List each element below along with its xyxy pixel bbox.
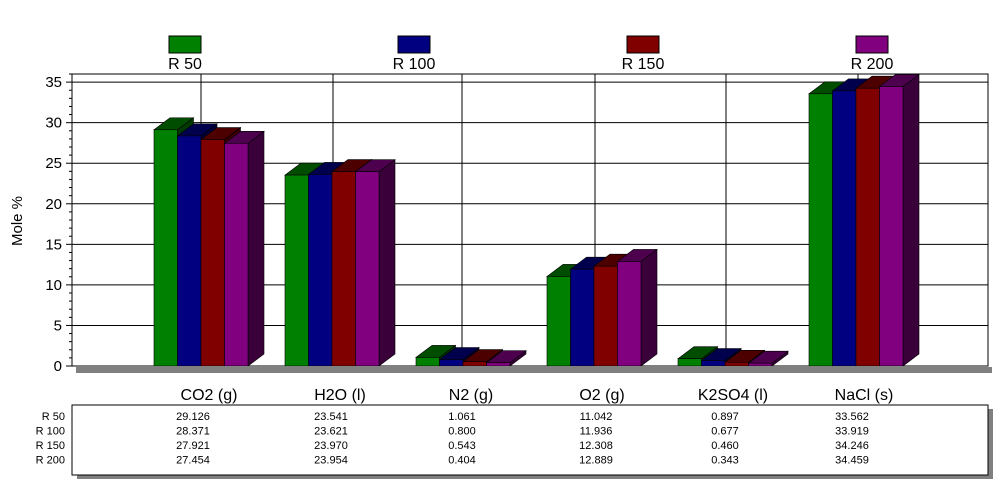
table-cell: 23.541 <box>314 411 348 423</box>
legend-item: R 150 <box>622 35 665 73</box>
table-cell: 11.042 <box>580 411 613 423</box>
x-tick-label: O2 (g) <box>579 387 624 404</box>
bar-front <box>439 359 464 367</box>
y-tick-label: 15 <box>45 236 62 253</box>
legend-swatch <box>168 35 202 54</box>
legend-label: R 50 <box>168 56 202 73</box>
y-tick-label: 5 <box>54 317 62 334</box>
x-tick-label: H2O (l) <box>314 387 366 404</box>
plot-area: 0 5 10 15 20 25 30 35 CO2 (g) H2O (l) N2 (g) O2 (g)… <box>45 73 992 404</box>
table-cell: 27.921 <box>176 440 210 452</box>
y-tick-label: 20 <box>45 196 62 213</box>
table-cell: 34.459 <box>835 455 869 467</box>
bar-front <box>308 174 333 367</box>
table-row-label: R 50 <box>42 411 65 423</box>
table-row-label: R 150 <box>36 440 65 452</box>
table-cell: 28.371 <box>176 426 210 438</box>
table-cell: 0.404 <box>448 455 476 467</box>
y-tick-label: 35 <box>45 74 62 91</box>
table-cell: 0.543 <box>448 440 476 452</box>
bar-front <box>617 261 642 367</box>
bar-front <box>677 358 702 367</box>
bar-front <box>879 86 904 367</box>
y-tick-label: 10 <box>45 277 62 294</box>
bar-front <box>331 171 356 367</box>
table-cell: 0.800 <box>448 426 476 438</box>
table-cell: 27.454 <box>176 455 210 467</box>
bar-front <box>570 268 595 367</box>
bar-front <box>832 90 857 367</box>
bar <box>354 159 396 367</box>
bar-front <box>200 139 225 367</box>
legend-swatch <box>397 35 431 54</box>
table-cell: 33.562 <box>835 411 869 423</box>
table-cell: 23.621 <box>314 426 348 438</box>
y-tick-label: 30 <box>45 115 62 132</box>
x-tick-label: CO2 (g) <box>181 387 238 404</box>
table-cell: 34.246 <box>835 440 869 452</box>
bar-front <box>284 174 309 367</box>
bar-front <box>462 361 487 367</box>
bar-side <box>378 159 396 367</box>
y-tick-label: 0 <box>54 358 62 375</box>
legend-swatch <box>626 35 660 54</box>
floor-shadow <box>76 367 992 373</box>
table-cell: 0.677 <box>711 426 739 438</box>
legend-item: R 200 <box>851 35 894 73</box>
x-tick-label: K2SO4 (l) <box>698 387 768 404</box>
table-cell: 23.954 <box>314 455 348 467</box>
y-axis-label: Mole % <box>9 196 26 246</box>
bar-front <box>546 276 571 367</box>
bar-front <box>486 362 511 367</box>
table-cell: 33.919 <box>835 426 869 438</box>
table-cell: 12.308 <box>579 440 613 452</box>
bar <box>485 350 527 367</box>
bar-front <box>415 357 440 367</box>
bar-front <box>724 361 749 367</box>
bar-front <box>224 143 249 367</box>
x-tick-label: N2 (g) <box>449 387 493 404</box>
x-tick-label: NaCl (s) <box>835 387 894 404</box>
bar-front <box>177 135 202 367</box>
legend-label: R 150 <box>622 56 665 73</box>
bar-front <box>701 360 726 367</box>
bar-side <box>247 130 265 367</box>
bar-side <box>902 73 920 367</box>
legend-label: R 100 <box>393 56 436 73</box>
table-cell: 11.936 <box>580 426 613 438</box>
bar <box>616 248 658 367</box>
legend-swatch <box>855 35 889 54</box>
bar-front <box>855 87 880 367</box>
bar <box>223 130 265 367</box>
bar-front <box>355 171 380 367</box>
table-cell: 23.970 <box>314 440 348 452</box>
table-row-label: R 100 <box>36 426 65 438</box>
table-cell: 0.460 <box>711 440 739 452</box>
bar <box>747 350 789 367</box>
legend: R 50 R 100 R 150 R 200 <box>168 35 894 73</box>
bar-front <box>593 265 618 367</box>
table-frame <box>71 404 989 476</box>
legend-item: R 50 <box>168 35 202 73</box>
table-cell: 0.897 <box>711 411 739 423</box>
table-row-label: R 200 <box>36 455 65 467</box>
bar-front <box>748 362 773 367</box>
table-cell: 1.061 <box>448 411 476 423</box>
bar <box>878 73 920 367</box>
table-cell: 29.126 <box>176 411 210 423</box>
bar-side <box>640 248 658 367</box>
legend-label: R 200 <box>851 56 894 73</box>
y-tick-label: 25 <box>45 155 62 172</box>
table-cell: 12.889 <box>579 455 613 467</box>
table-cell: 0.343 <box>711 455 739 467</box>
legend-item: R 100 <box>393 35 436 73</box>
data-table: R 50 29.126 23.541 1.061 11.042 0.897 33.562 R … <box>36 404 993 479</box>
bar-front <box>153 129 178 367</box>
bar-front <box>808 93 833 367</box>
